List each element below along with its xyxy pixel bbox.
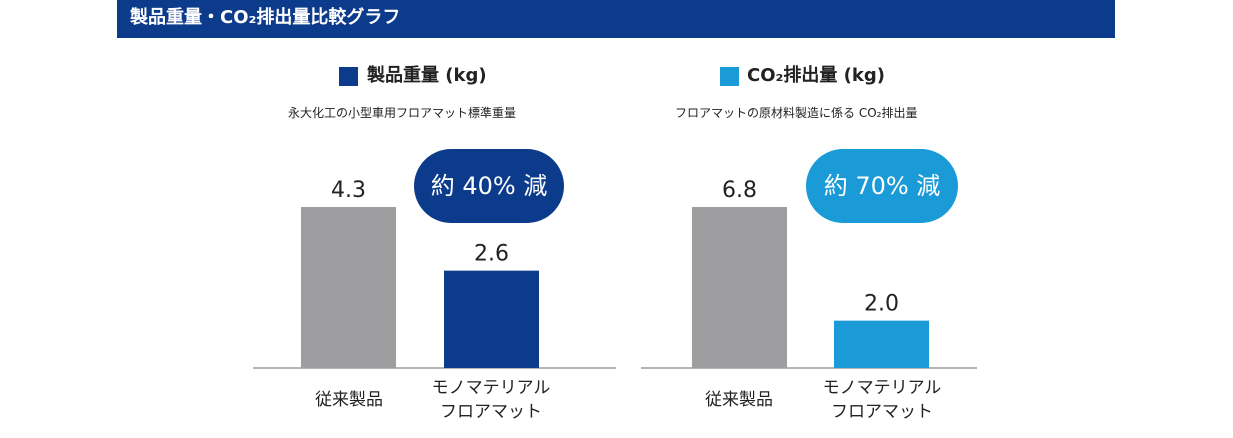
weight-legend-swatch (339, 67, 358, 86)
co2-chart: 6.8 2.0 従来製品 モノマテリアル フロアマット CO₂排出量 (kg) フロアマ… (640, 40, 1080, 438)
weight-category-label-1-line-1: フロアマット (440, 402, 542, 422)
co2-bar-1 (834, 320, 929, 368)
weight-value-label-0: 4.3 (331, 178, 366, 203)
co2-category-label-1-line-1: フロアマット (831, 402, 933, 422)
weight-chart: 4.3 2.6 従来製品 モノマテリアル フロアマット 製品重量 (kg) 永大化工の小… (253, 40, 693, 438)
co2-category-label-1-line-0: モノマテリアル (823, 378, 942, 398)
co2-value-label-1: 2.0 (864, 292, 899, 317)
title-bar: 製品重量・CO₂排出量比較グラフ (117, 0, 1115, 38)
co2-category-label-0-line-0: 従来製品 (705, 390, 773, 410)
co2-chart-subtitle: フロアマットの原材料製造に係る CO₂排出量 (675, 106, 918, 120)
weight-bar-0 (301, 207, 396, 368)
weight-legend-label: 製品重量 (kg) (367, 65, 487, 86)
co2-reduction-badge: 約 70% 減 (806, 149, 958, 223)
weight-chart-subtitle: 永大化工の小型車用フロアマット標準重量 (288, 106, 517, 120)
co2-bar-0 (692, 207, 787, 368)
weight-category-label-0-line-0: 従来製品 (315, 390, 383, 410)
page-title: 製品重量・CO₂排出量比較グラフ (130, 7, 401, 28)
co2-legend-swatch (720, 67, 739, 86)
weight-reduction-badge: 約 40% 減 (414, 149, 564, 223)
co2-value-label-0: 6.8 (722, 178, 757, 203)
weight-category-label-1-line-0: モノマテリアル (432, 378, 551, 398)
co2-legend-label: CO₂排出量 (kg) (747, 65, 885, 86)
weight-value-label-1: 2.6 (474, 242, 509, 267)
weight-bar-1 (444, 270, 539, 368)
